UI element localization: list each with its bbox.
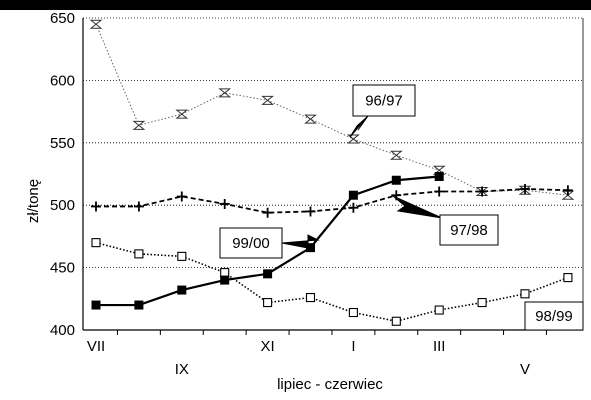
y-tick-label: 600 [50, 72, 75, 89]
x-axis-label: lipiec - czerwiec [277, 376, 383, 393]
x-tick-label: IX [175, 361, 189, 378]
data-point [562, 185, 573, 196]
callout-arrow [392, 195, 443, 219]
callout-98-99: 98/99 [524, 301, 584, 331]
data-point [348, 190, 358, 200]
series-98-99 [91, 238, 573, 326]
data-point [219, 198, 230, 209]
x-tick-label: I [351, 338, 355, 355]
data-point [89, 19, 103, 29]
axes [82, 18, 584, 335]
data-point [263, 297, 273, 308]
y-tick-labels: 400 450 500 550 600 650 [50, 10, 75, 339]
callout-label: 97/98 [450, 222, 488, 239]
data-point [348, 202, 359, 213]
y-tick-label: 550 [50, 135, 75, 152]
series-group [89, 19, 575, 326]
callout-box [219, 227, 283, 259]
callout-box [352, 84, 416, 117]
y-tick-label: 500 [50, 197, 75, 214]
data-point [220, 275, 230, 285]
gridlines [83, 17, 583, 269]
data-point [391, 175, 401, 185]
data-point [91, 201, 101, 212]
data-point [389, 150, 403, 160]
series-line [96, 188, 568, 214]
data-point [220, 268, 230, 278]
data-point [477, 297, 487, 308]
data-point [261, 95, 275, 105]
series-line [95, 24, 568, 196]
callout-96-97: 96/97 [349, 84, 416, 138]
x-tick-label: XI [261, 338, 275, 355]
x-tick-label: III [433, 338, 446, 355]
y-axis-label: zł/tonę [25, 179, 42, 223]
data-point [434, 305, 444, 315]
data-point [434, 186, 445, 197]
data-point [218, 88, 232, 98]
series-99-00 [91, 171, 444, 310]
data-point [262, 207, 273, 218]
callout-arrow [349, 115, 369, 138]
y-tick-label: 650 [50, 10, 75, 27]
data-point [175, 109, 189, 119]
callout-label: 99/00 [232, 235, 270, 252]
callouts: 96/97 97/98 99/00 98/99 [219, 84, 584, 331]
callout-label: 96/97 [365, 93, 403, 110]
data-point [134, 249, 144, 259]
data-point [348, 307, 358, 318]
callout-box [524, 301, 584, 331]
data-point [91, 300, 101, 310]
y-tick-label: 400 [50, 322, 75, 339]
y-tick-label: 450 [50, 260, 75, 277]
callout-box [439, 214, 499, 246]
data-point [132, 120, 146, 130]
series-96-97 [89, 19, 575, 200]
series-97-98 [91, 183, 573, 218]
callout-arrow [281, 234, 320, 249]
data-point [134, 300, 144, 310]
series-line [95, 241, 569, 323]
data-point [520, 289, 530, 299]
x-tick-label: V [520, 361, 530, 378]
data-point [306, 243, 315, 253]
data-point [305, 206, 316, 217]
data-point [346, 134, 360, 144]
data-point [434, 171, 444, 181]
data-point [177, 285, 187, 295]
data-point [177, 251, 187, 261]
data-point [263, 269, 273, 279]
callout-99-00: 99/00 [219, 227, 320, 259]
data-point [133, 201, 144, 212]
data-point [477, 186, 488, 197]
data-point [91, 238, 101, 248]
callout-label: 98/99 [535, 308, 573, 325]
data-point [304, 114, 317, 124]
callout-97-98: 97/98 [392, 195, 499, 246]
x-tick-label: VII [87, 338, 105, 355]
top-black-bar [0, 0, 591, 10]
data-point [305, 293, 316, 303]
data-point [391, 316, 401, 326]
data-point [520, 183, 530, 194]
data-point [563, 273, 573, 283]
data-point [176, 191, 187, 202]
